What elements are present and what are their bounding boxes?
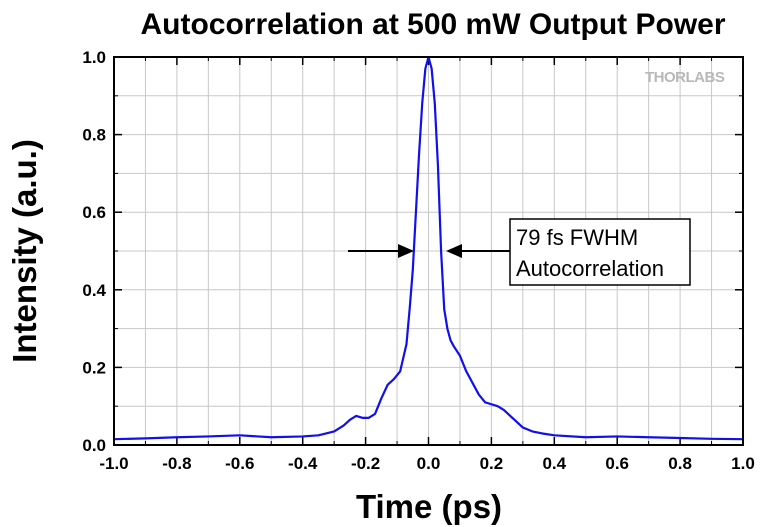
y-tick-labels: 0.0 0.2 0.4 0.6 0.8 1.0: [82, 48, 106, 455]
x-tick-label: 1.0: [731, 454, 755, 473]
fwhm-annotation: 79 fs FWHM Autocorrelation: [348, 218, 691, 286]
y-tick-label: 0.8: [82, 126, 106, 145]
x-tick-label: -0.6: [225, 454, 254, 473]
annotation-line-1: 79 fs FWHM: [516, 225, 638, 250]
x-tick-label: 0.8: [668, 454, 692, 473]
x-tick-label: 0.2: [480, 454, 504, 473]
series-line: [113, 55, 744, 441]
x-tick-label: -0.8: [162, 454, 191, 473]
annotation-line-2: Autocorrelation: [516, 256, 664, 281]
x-tick-label: -0.4: [288, 454, 318, 473]
right-arrow-head: [446, 244, 462, 258]
x-tick-label: 0.6: [605, 454, 629, 473]
chart-title: Autocorrelation at 500 mW Output Power: [140, 8, 725, 41]
y-tick-label: 0.2: [82, 358, 106, 377]
y-tick-label: 0.4: [82, 281, 106, 300]
x-tick-label: -0.2: [351, 454, 380, 473]
annotation-box: [509, 218, 691, 286]
plot-frame: [113, 56, 744, 446]
x-axis-label: Time (ps): [356, 488, 502, 525]
y-tick-label: 0.6: [82, 203, 106, 222]
x-tick-labels: -1.0 -0.8 -0.6 -0.4 -0.2 0.0 0.2 0.4 0.6 0.8 1.0: [99, 454, 754, 473]
y-tick-label: 1.0: [82, 48, 106, 67]
y-tick-label: 0.0: [82, 436, 106, 455]
y-axis-label: Intensity (a.u.): [6, 139, 43, 363]
x-tick-label: 0.4: [542, 454, 566, 473]
x-tick-label: -1.0: [99, 454, 128, 473]
logo-text: THORLABS: [645, 69, 725, 86]
left-arrow-head: [398, 244, 414, 258]
watermark-logo: THORLABS: [645, 69, 725, 86]
x-tick-label: 0.0: [417, 454, 441, 473]
